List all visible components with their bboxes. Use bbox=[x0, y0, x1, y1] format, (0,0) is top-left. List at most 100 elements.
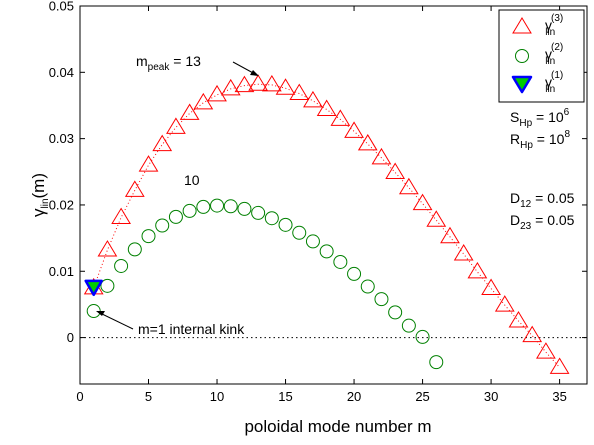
x-tick-label: 25 bbox=[415, 389, 429, 404]
data-point bbox=[84, 279, 103, 297]
peak-arrow-head bbox=[250, 70, 259, 76]
data-point bbox=[237, 201, 252, 216]
data-point bbox=[388, 305, 403, 320]
data-point bbox=[100, 278, 115, 293]
green-peak-annotation: 10 bbox=[184, 172, 200, 188]
data-point bbox=[401, 318, 416, 333]
data-point bbox=[467, 261, 488, 279]
data-point bbox=[374, 292, 389, 307]
kink-arrow-shaft bbox=[99, 312, 134, 330]
y-label-base: γ bbox=[29, 208, 48, 217]
legend-label-gamma3: γ(3) lin bbox=[545, 13, 563, 38]
peak-annotation: mpeak = 13 bbox=[136, 53, 201, 73]
data-point bbox=[168, 209, 183, 224]
axis-ticks: 0 5 10 15 20 25 30 35 0 0.01 0.02 0.03 0.04 0.05 bbox=[49, 0, 587, 404]
data-point bbox=[333, 254, 348, 269]
data-point bbox=[453, 244, 474, 261]
data-point bbox=[549, 357, 570, 374]
data-point bbox=[207, 84, 227, 102]
data-point bbox=[481, 278, 501, 296]
peak-arrow-shaft bbox=[232, 61, 256, 75]
data-point bbox=[248, 74, 269, 91]
series-1 bbox=[86, 198, 444, 370]
data-point bbox=[220, 78, 241, 96]
y-label-sub: lin bbox=[40, 198, 51, 208]
data-point bbox=[415, 329, 430, 344]
y-label-rest: (m) bbox=[29, 173, 48, 198]
data-point bbox=[371, 147, 392, 165]
data-point bbox=[114, 258, 129, 273]
kink-arrow-head bbox=[96, 311, 105, 316]
data-point bbox=[316, 99, 337, 116]
data-point bbox=[138, 155, 159, 172]
data-point bbox=[127, 242, 142, 257]
series-2 bbox=[84, 279, 103, 297]
data-point bbox=[166, 117, 186, 134]
y-tick-label: 0.01 bbox=[49, 264, 74, 279]
data-point bbox=[111, 207, 131, 225]
data-point bbox=[234, 75, 255, 93]
legend-marker-circle bbox=[515, 49, 529, 63]
data-point bbox=[440, 226, 460, 244]
data-point bbox=[292, 225, 307, 240]
y-tick-label: 0 bbox=[67, 330, 74, 345]
x-tick-label: 0 bbox=[76, 389, 83, 404]
kink-annotation: m=1 internal kink bbox=[138, 321, 245, 337]
y-tick-label: 0.05 bbox=[49, 0, 74, 14]
data-point bbox=[179, 103, 200, 120]
legend-box bbox=[498, 9, 585, 103]
x-tick-label: 10 bbox=[210, 389, 224, 404]
data-point bbox=[357, 133, 378, 151]
data-point bbox=[275, 78, 296, 95]
data-point bbox=[305, 234, 320, 249]
data-point bbox=[97, 240, 118, 257]
data-point bbox=[360, 279, 375, 294]
legend: γ(3) lin γ(2) lin γ(1) lin bbox=[498, 9, 585, 103]
data-point bbox=[196, 199, 211, 214]
x-tick-label: 35 bbox=[552, 389, 566, 404]
data-point bbox=[330, 109, 351, 126]
r-hp-parameter: RHp = 108 bbox=[510, 129, 570, 151]
y-axis-label: γlin(m) bbox=[29, 173, 51, 217]
series-layer bbox=[83, 74, 570, 374]
data-point bbox=[344, 121, 364, 138]
y-tick-label: 0.03 bbox=[49, 131, 74, 146]
data-point bbox=[124, 180, 145, 197]
data-point bbox=[347, 266, 362, 281]
data-point bbox=[426, 210, 447, 227]
data-point bbox=[182, 203, 197, 218]
data-point bbox=[385, 162, 406, 179]
data-point bbox=[141, 229, 156, 244]
data-point bbox=[223, 199, 238, 214]
data-point bbox=[278, 217, 293, 232]
data-point bbox=[398, 177, 419, 195]
data-point bbox=[536, 342, 556, 359]
data-point bbox=[319, 244, 334, 259]
x-tick-label: 30 bbox=[484, 389, 498, 404]
data-point bbox=[152, 134, 173, 152]
x-tick-label: 15 bbox=[278, 389, 292, 404]
legend-marker-triangle-up bbox=[512, 17, 532, 34]
data-point bbox=[251, 205, 266, 220]
data-point bbox=[210, 198, 225, 213]
data-point bbox=[429, 355, 444, 370]
data-point bbox=[522, 325, 543, 343]
x-tick-label: 20 bbox=[347, 389, 361, 404]
data-point bbox=[508, 311, 529, 328]
x-axis-label: poloidal mode number m bbox=[244, 417, 431, 436]
data-point bbox=[303, 90, 323, 108]
data-point bbox=[494, 295, 515, 312]
x-tick-label: 5 bbox=[145, 389, 152, 404]
data-point bbox=[261, 74, 282, 92]
data-point bbox=[289, 83, 310, 101]
data-point bbox=[264, 211, 279, 226]
d23-parameter: D23 = 0.05 bbox=[510, 212, 575, 232]
s-hp-parameter: SHp = 106 bbox=[510, 107, 570, 129]
data-point bbox=[155, 218, 170, 233]
d12-parameter: D12 = 0.05 bbox=[510, 190, 575, 210]
y-tick-label: 0.04 bbox=[49, 65, 74, 80]
legend-marker-triangle-down bbox=[511, 75, 533, 94]
legend-label-gamma2: γ(2) lin bbox=[545, 42, 563, 67]
y-tick-label: 0.02 bbox=[49, 197, 74, 212]
